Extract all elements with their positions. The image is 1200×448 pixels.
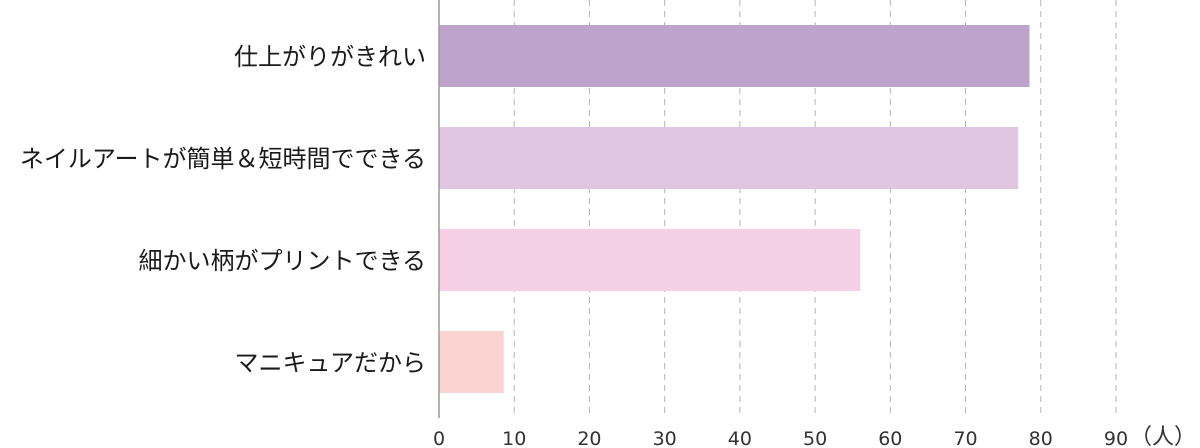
x-tick-labels: 0 10 20 30 40 50 60 70 80 90 (433, 428, 1128, 448)
unit-label: （人） (1130, 425, 1196, 448)
bar (439, 25, 1030, 87)
x-tick-label: 70 (953, 428, 977, 448)
bars (439, 25, 1030, 393)
x-tick-label: 0 (433, 428, 445, 448)
category-label: 細かい柄がプリントできる (138, 247, 426, 275)
x-tick-label: 50 (803, 428, 827, 448)
x-tick-label: 60 (878, 428, 902, 448)
bar (439, 331, 504, 393)
x-tick-label: 20 (577, 428, 601, 448)
category-label: ネイルアートが簡単＆短時間でできる (20, 145, 426, 173)
bar (439, 229, 861, 291)
bar (439, 127, 1019, 189)
x-tick-label: 30 (653, 428, 677, 448)
category-labels: 仕上がりがきれいネイルアートが簡単＆短時間でできる細かい柄がプリントできるマニキ… (20, 43, 426, 377)
x-tick-label: 90 (1104, 428, 1128, 448)
category-label: マニキュアだから (234, 349, 426, 377)
category-label: 仕上がりがきれい (234, 43, 426, 71)
x-tick-label: 80 (1029, 428, 1053, 448)
x-tick-label: 40 (728, 428, 752, 448)
x-tick-label: 10 (502, 428, 526, 448)
